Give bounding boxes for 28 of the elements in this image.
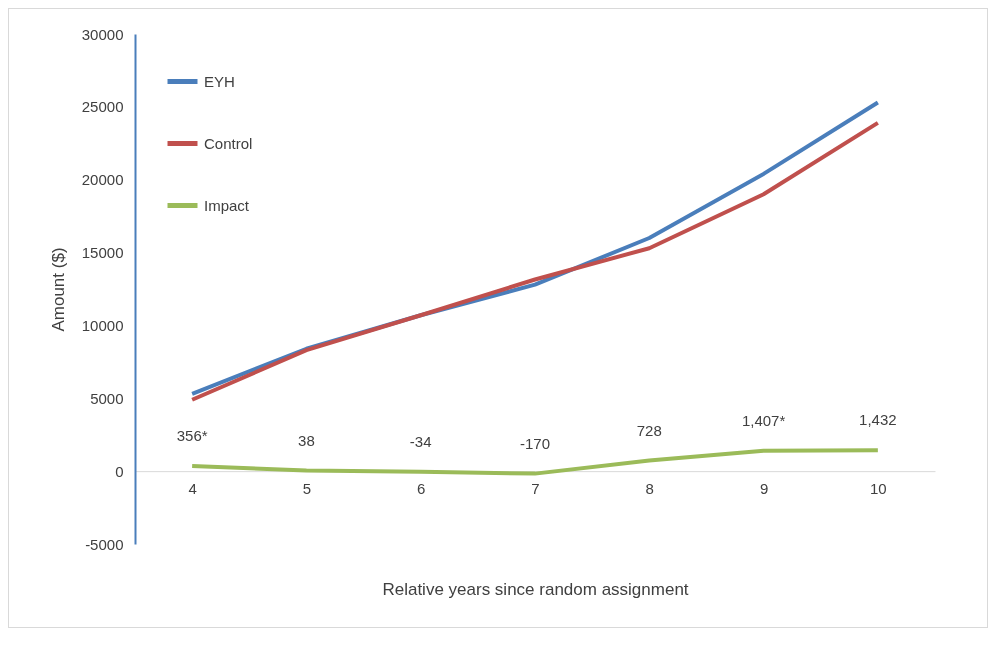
data-label: 38 — [298, 431, 315, 449]
data-label: -170 — [519, 434, 551, 452]
y-tick-label: 15000 — [81, 244, 124, 262]
legend-label: Impact — [204, 196, 250, 214]
y-tick-label: -5000 — [85, 535, 124, 553]
x-tick-label: 10 — [870, 479, 887, 497]
x-tick-label: 6 — [417, 479, 426, 497]
data-label: 1,407* — [741, 411, 786, 429]
legend-label: EYH — [204, 72, 235, 90]
y-tick-label: 30000 — [81, 25, 124, 43]
data-label: 1,432 — [859, 411, 897, 429]
x-axis-title: Relative years since random assignment — [382, 579, 689, 599]
y-tick-label: 25000 — [81, 98, 124, 116]
x-tick-label: 9 — [759, 479, 769, 497]
data-label: 728 — [636, 421, 662, 439]
y-tick-label: 10000 — [81, 316, 124, 334]
y-tick-label: 0 — [115, 462, 124, 480]
line-series — [190, 448, 880, 476]
x-tick-label: 7 — [531, 479, 540, 497]
y-axis-title: Amount ($) — [48, 247, 68, 332]
x-tick-label: 5 — [302, 479, 312, 497]
y-tick-label: 20000 — [81, 171, 124, 189]
x-tick-label: 8 — [645, 479, 654, 497]
data-label: -34 — [409, 432, 432, 450]
y-tick-label: 5000 — [90, 389, 124, 407]
x-tick-label: 4 — [188, 479, 197, 497]
data-label: 356* — [176, 426, 208, 444]
legend-label: Control — [204, 134, 253, 152]
